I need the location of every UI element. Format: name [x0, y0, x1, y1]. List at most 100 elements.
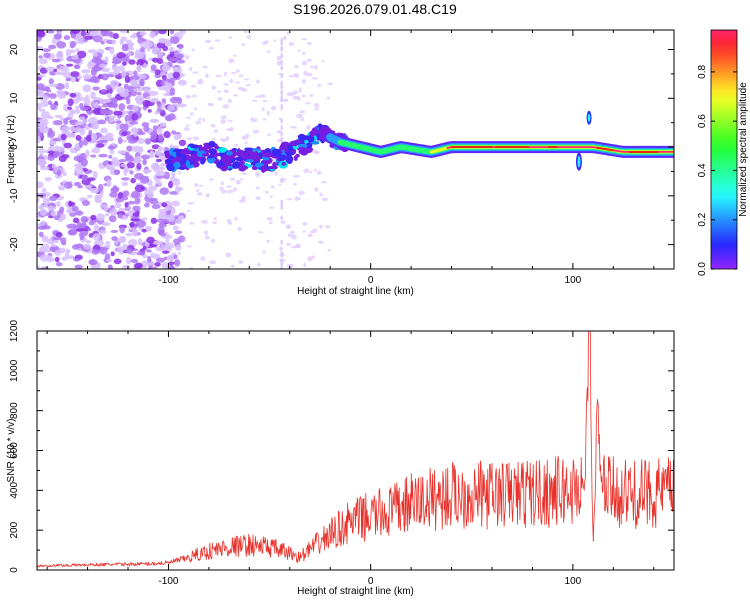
noise-blob: [280, 215, 283, 221]
noise-blob: [51, 58, 61, 63]
noise-blob: [186, 209, 191, 212]
noise-blob: [280, 73, 283, 79]
noise-blob: [119, 90, 129, 98]
noise-blob: [299, 110, 306, 114]
noise-blob: [131, 83, 142, 88]
noise-blob: [285, 224, 292, 230]
noise-blob: [149, 31, 156, 39]
noise-blob: [92, 52, 99, 57]
noise-blob: [280, 199, 283, 205]
ridge-blob: [310, 140, 320, 145]
ridge-blob: [268, 165, 279, 170]
noise-blob: [317, 84, 322, 87]
noise-blob: [130, 177, 136, 184]
noise-blob: [321, 180, 327, 184]
noise-blob: [61, 154, 70, 159]
noise-blob: [272, 39, 277, 42]
noise-blob: [75, 108, 81, 114]
noise-blob: [185, 95, 192, 99]
noise-blob: [262, 118, 267, 121]
noise-blob: [146, 249, 152, 253]
noise-blob: [103, 98, 112, 104]
noise-blob: [109, 208, 118, 216]
noise-blob: [171, 200, 180, 207]
colorbar-tick-label: 0.8: [697, 64, 708, 78]
noise-blob: [235, 179, 242, 185]
noise-blob: [100, 127, 109, 134]
noise-blob: [39, 166, 50, 171]
noise-blob: [109, 149, 115, 155]
noise-blob: [45, 66, 56, 72]
noise-blob: [111, 186, 120, 192]
noise-blob: [40, 100, 50, 108]
noise-blob: [293, 72, 299, 77]
noise-blob: [77, 121, 82, 125]
noise-blob: [197, 80, 204, 85]
noise-blob: [75, 228, 83, 232]
noise-blob: [135, 155, 141, 161]
noise-blob: [80, 222, 87, 229]
noise-blob: [63, 142, 73, 149]
noise-blob: [174, 186, 181, 194]
noise-blob: [72, 127, 83, 133]
noise-blob: [134, 262, 143, 269]
noise-blob: [157, 146, 164, 152]
noise-blob: [261, 107, 265, 111]
noise-blob: [294, 64, 299, 69]
noise-blob: [123, 166, 130, 173]
noise-blob: [211, 137, 216, 141]
noise-blob: [165, 236, 170, 245]
noise-blob: [233, 143, 239, 147]
noise-blob: [125, 248, 133, 254]
noise-blob: [131, 145, 142, 153]
noise-blob: [226, 218, 232, 223]
noise-blob: [241, 135, 249, 140]
noise-blob: [148, 90, 159, 96]
noise-blob: [178, 139, 187, 147]
noise-blob: [158, 30, 167, 35]
noise-blob: [157, 86, 167, 91]
noise-blob: [190, 112, 194, 117]
noise-blob: [204, 73, 209, 79]
noise-blob: [139, 41, 150, 49]
noise-blob: [154, 262, 161, 267]
noise-blob: [41, 187, 47, 195]
noise-blob: [126, 162, 135, 169]
noise-blob: [56, 41, 67, 49]
noise-blob: [118, 236, 127, 244]
ridge-blob: [281, 161, 287, 166]
noise-blob: [156, 175, 166, 179]
noise-blob: [104, 56, 109, 63]
noise-blob: [196, 192, 203, 196]
noise-blob: [54, 114, 63, 119]
noise-blob: [113, 169, 121, 175]
noise-blob: [147, 42, 154, 47]
noise-blob: [78, 139, 84, 148]
ridge-blob: [225, 151, 233, 156]
noise-blob: [48, 83, 58, 87]
noise-blob: [40, 111, 50, 119]
noise-blob: [87, 48, 97, 54]
spectrogram-image: [37, 30, 674, 269]
noise-blob: [105, 133, 111, 138]
noise-blob: [229, 177, 236, 181]
noise-blob: [246, 35, 252, 40]
noise-blob: [243, 78, 250, 81]
noise-blob: [57, 169, 62, 176]
noise-blob: [92, 233, 101, 241]
noise-blob: [146, 46, 151, 52]
noise-blob: [63, 103, 70, 112]
noise-blob: [70, 55, 79, 60]
noise-blob: [99, 229, 107, 235]
noise-blob: [280, 239, 283, 245]
ridge-blob: [294, 139, 302, 144]
noise-blob: [167, 82, 173, 89]
noise-blob: [143, 125, 150, 132]
ridge-blob: [316, 133, 321, 141]
noise-blob: [151, 57, 160, 63]
noise-blob: [232, 54, 237, 57]
y-tick-label: 800: [9, 402, 20, 419]
noise-blob: [228, 58, 235, 64]
ridge-blob: [209, 158, 216, 162]
y-tick-label: 1000: [9, 359, 20, 382]
